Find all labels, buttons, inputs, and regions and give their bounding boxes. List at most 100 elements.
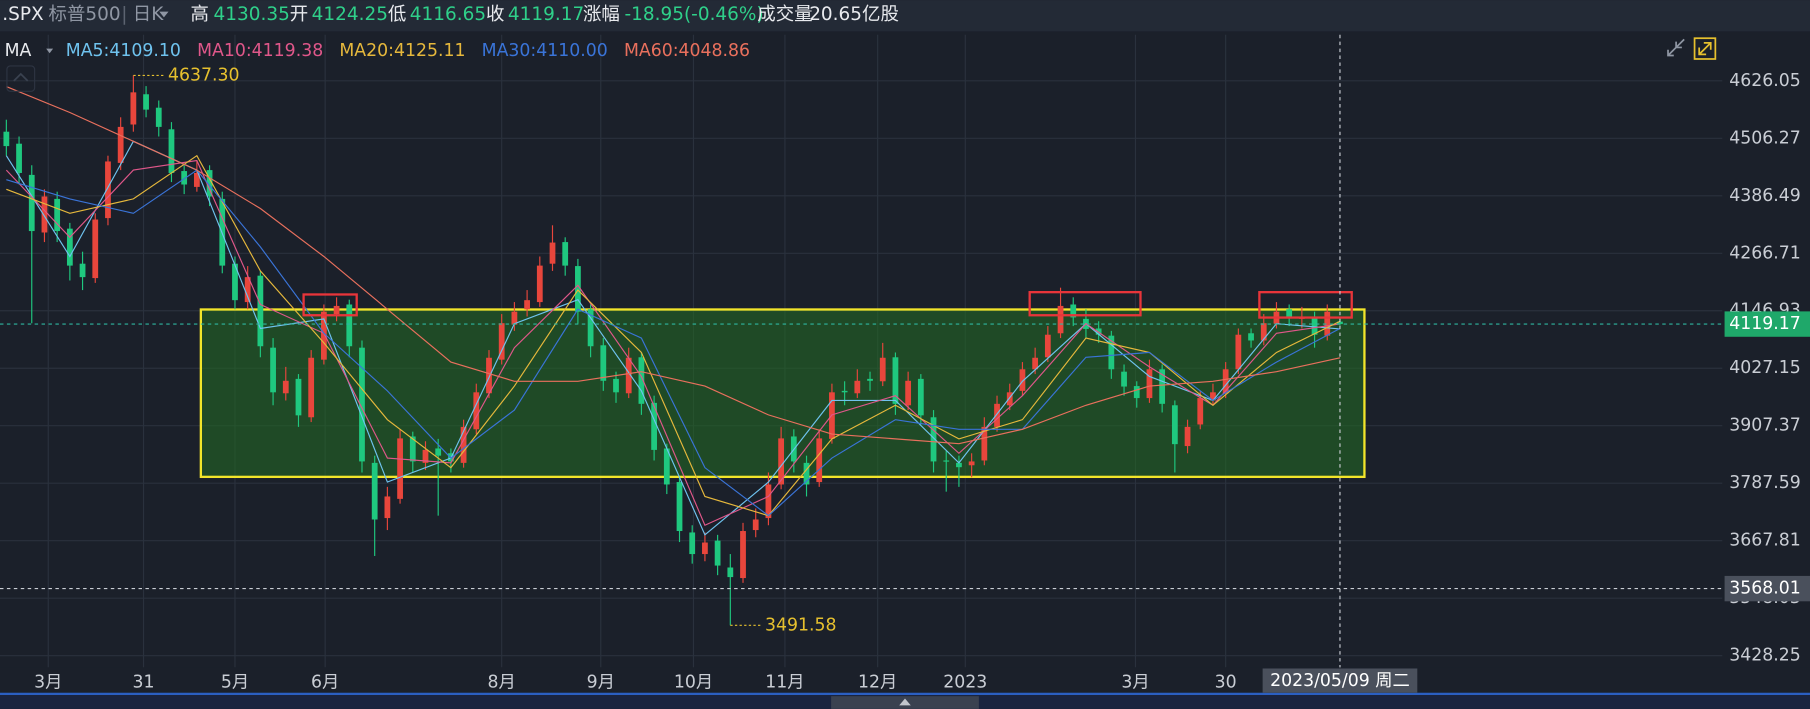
candle-body [1070, 304, 1077, 318]
candle-body [232, 263, 238, 301]
header-bar [0, 0, 1810, 32]
y-tick-label: 4266.71 [1729, 243, 1801, 263]
candle-body [1311, 316, 1318, 335]
y-tick-label: 4027.15 [1729, 358, 1801, 378]
crosshair-y-box [1724, 575, 1810, 602]
x-tick-label: 3月 [1121, 672, 1149, 692]
candle-body [816, 438, 823, 483]
x-tick-label: 31 [133, 672, 155, 692]
candle-body [168, 129, 175, 173]
candle-body [1159, 369, 1166, 404]
period-caret[interactable] [159, 11, 169, 18]
candle-body [1133, 386, 1140, 399]
scroll-arrow[interactable] [899, 698, 911, 706]
ma-line [6, 154, 1341, 517]
candle-body [473, 392, 480, 430]
candle-body [600, 345, 607, 381]
crosshair-x-box [1262, 668, 1418, 693]
candle-body [727, 567, 734, 578]
shrink-icon[interactable] [1667, 38, 1685, 57]
header: .SPX 标普500 | 日K 高 4130.35 开 4124.25 低 41… [2, 4, 899, 25]
change-label: 涨幅 [583, 4, 620, 25]
candle-body [1095, 328, 1102, 335]
candle-body [702, 542, 708, 555]
candle-body [486, 357, 492, 394]
candle-body [1260, 323, 1267, 341]
x-tick-label: 11月 [765, 672, 804, 692]
collapse-button[interactable] [6, 65, 36, 92]
candle-body [1044, 334, 1051, 358]
candle-body [1057, 305, 1064, 334]
candle-body [16, 143, 22, 173]
candle-body [879, 357, 886, 382]
candle-body [994, 403, 1000, 427]
symbol: .SPX [2, 4, 44, 25]
crosshair-y-label: 3568.01 [1729, 579, 1801, 599]
candle-body [803, 462, 810, 485]
candle-body [981, 426, 988, 461]
candle-body [638, 357, 645, 404]
candle-body [1197, 398, 1204, 425]
y-tick-label: 4506.27 [1729, 128, 1801, 148]
last-price-label: 4119.17 [1729, 314, 1801, 334]
candle-body [676, 482, 683, 532]
candle-body [841, 390, 848, 393]
candle-body [905, 380, 912, 406]
x-tick-label: 2023 [943, 672, 987, 692]
candle-body [295, 378, 302, 416]
candle-body [740, 531, 746, 579]
resistance-box [1258, 291, 1353, 319]
high-label: 高 [190, 4, 208, 25]
candle-body [41, 196, 48, 233]
x-tick-label: 10月 [674, 672, 713, 692]
candle-body [714, 540, 721, 566]
min-label: 3491.58 [765, 615, 837, 635]
candle-body [28, 174, 35, 232]
candle-body [130, 92, 137, 125]
indicator-caret[interactable] [46, 48, 54, 54]
candle-body [1324, 311, 1331, 336]
candle-body [1108, 335, 1115, 370]
candle-body [257, 275, 264, 347]
separator: | [121, 4, 127, 25]
x-axis-band [0, 667, 1810, 693]
period[interactable]: 日K [133, 4, 164, 25]
ma-line [5, 140, 1341, 536]
x-tick-label: 8月 [488, 672, 516, 692]
candle-body [1222, 369, 1229, 394]
indicator-name[interactable]: MA [5, 41, 32, 61]
candle-body [968, 461, 975, 466]
open-label: 开 [290, 4, 308, 25]
expand-arrows[interactable] [1698, 41, 1712, 56]
candle-body [282, 380, 289, 394]
crosshair-x-label: 2023/05/09 周二 [1270, 671, 1410, 691]
candle-body [854, 380, 861, 394]
candle-body [778, 438, 785, 485]
candle-body [765, 484, 772, 519]
high-value: 4130.35 [214, 4, 290, 25]
x-tick-label: 3月 [34, 672, 62, 692]
candle-body [308, 357, 315, 418]
candle-body [1286, 309, 1293, 318]
low-value: 4116.65 [410, 4, 486, 25]
candle-body [1210, 392, 1216, 401]
collapse-icon[interactable] [13, 72, 29, 82]
x-tick-label: 30 [1215, 672, 1237, 692]
legend-entry: MA20:4125.11 [339, 41, 465, 61]
plot [3, 75, 1343, 626]
candle-body [1032, 357, 1039, 370]
candle-body [663, 448, 670, 485]
last-price-box [1724, 311, 1810, 337]
index-name: 标普500 [48, 4, 120, 25]
legend-entry: MA60:4048.86 [624, 41, 750, 61]
candle-body [422, 449, 429, 463]
close-value: 4119.17 [508, 4, 584, 25]
expand-icon[interactable] [1693, 37, 1717, 60]
legend-entry: MA5:4109.10 [66, 41, 181, 61]
candle-body [625, 357, 632, 394]
overlay: MA 4626.054506.274386.494266.714146.9340… [0, 34, 1810, 709]
candle-body [117, 126, 124, 163]
candle-body [1146, 369, 1153, 399]
